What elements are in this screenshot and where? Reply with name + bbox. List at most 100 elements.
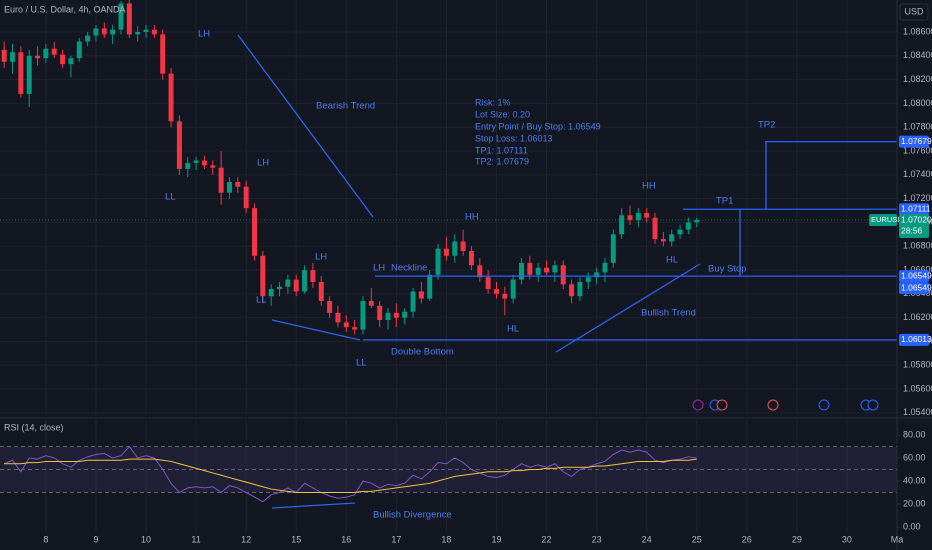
candle-body [510,279,516,299]
price-level-label: 1.06013 [901,334,932,344]
rsi-tick-label: 40.00 [903,475,926,485]
x-tick-label: 24 [642,534,652,544]
marks [0,0,897,503]
candle-body [285,279,291,287]
event-icon[interactable] [818,399,830,411]
candle-body [669,234,675,242]
x-tick-label: 19 [491,534,501,544]
event-icon[interactable] [716,399,728,411]
annotation: Neckline [391,263,427,274]
candle-body [435,248,441,275]
candle-body [552,265,558,273]
candle-body [51,48,57,55]
price-level-tag [899,135,929,148]
annotation: HH [465,212,479,223]
currency-box[interactable] [899,3,929,21]
y-tick-label: 1.06600 [903,264,932,274]
candle-body [694,220,700,223]
candle-body [126,3,132,35]
candle-body [594,272,600,278]
candle-body [310,270,316,282]
candle-body [427,274,433,299]
candle-body [251,208,257,256]
y-tick-label: 1.08400 [903,50,932,60]
candle-body [335,312,341,323]
last-price-label: 1.07020 [901,214,932,224]
annotation: Double Bottom [391,347,454,358]
y-tick-label: 1.05600 [903,383,932,393]
event-icon[interactable] [767,399,779,411]
candle-body [560,265,566,285]
y-tick-label: 1.07800 [903,122,932,132]
candle-body [577,281,583,297]
rsi-tick-label: 0.00 [903,521,921,531]
annotation: HH [642,181,656,192]
candle-body [110,29,116,35]
divergence-line [271,502,356,509]
candle-body [26,55,32,94]
currency[interactable]: USD [904,6,924,16]
candle-body [635,212,641,221]
candle-body [519,262,525,280]
symbol-title: Euro / U.S. Dollar, 4h, OANDA [4,4,126,14]
candle-body [318,281,324,301]
candle-body [535,267,541,275]
candle-body [377,305,383,321]
candle-body [360,300,366,330]
candle-body [602,262,608,273]
x-tick-label: 11 [191,534,200,544]
candle-body [210,165,216,168]
x-tick-label: 9 [93,534,98,544]
annotation: HL [507,324,519,335]
y-tick-label: 1.06200 [903,312,932,322]
candle-body [660,239,666,242]
y-tick-label: 1.07200 [903,193,932,203]
event-icons [692,399,879,411]
candle-body [118,3,124,30]
candle-body [619,215,625,235]
candle-body [368,300,374,306]
candle-body [485,277,491,290]
candle-body [452,241,458,256]
countdown: 28:56 [901,225,923,235]
candle-body [402,311,408,318]
event-icon[interactable] [867,399,879,411]
price-level-label: 1.07111 [901,203,931,213]
y-tick-label: 1.08200 [903,74,932,84]
candle-body [277,286,283,290]
x-tick-label: 23 [592,534,602,544]
x-tick-label: 18 [441,534,451,544]
y-tick-label: 1.08000 [903,98,932,108]
candle-body [468,250,474,266]
rsi-line [4,458,697,494]
candle-body [160,34,166,74]
candle-body [569,284,575,297]
candle-body [218,167,224,193]
candle-body [652,217,658,240]
candle-body [10,52,16,62]
x-tick-label: 8 [43,534,48,544]
y-tick-label: 1.08600 [903,26,932,36]
last-symbol: EURUSD [871,215,903,224]
x-tick-label: Ma [891,534,904,544]
candle-body [151,29,157,35]
candle-body [226,181,232,193]
candle-body [185,162,191,169]
candle-body [627,215,633,221]
candle-body [268,289,274,297]
annotation: LH [257,158,269,169]
candle-body [410,291,416,312]
price-level-label: 1.06549 [901,270,932,280]
candle-body [68,58,74,65]
bullish-trend-line [555,263,701,353]
candle-body [327,300,333,313]
annotation: Buy Stop [708,264,747,275]
y-tick-label: 1.07600 [903,145,932,155]
annotation: LL [256,295,267,306]
annotations: LH Bearish Trend LH LL LH LL LH Neckline… [165,29,775,521]
candle-body [493,289,499,294]
x-tick-label: 15 [291,534,301,544]
candle-body [393,312,399,318]
event-icon[interactable] [692,399,704,411]
